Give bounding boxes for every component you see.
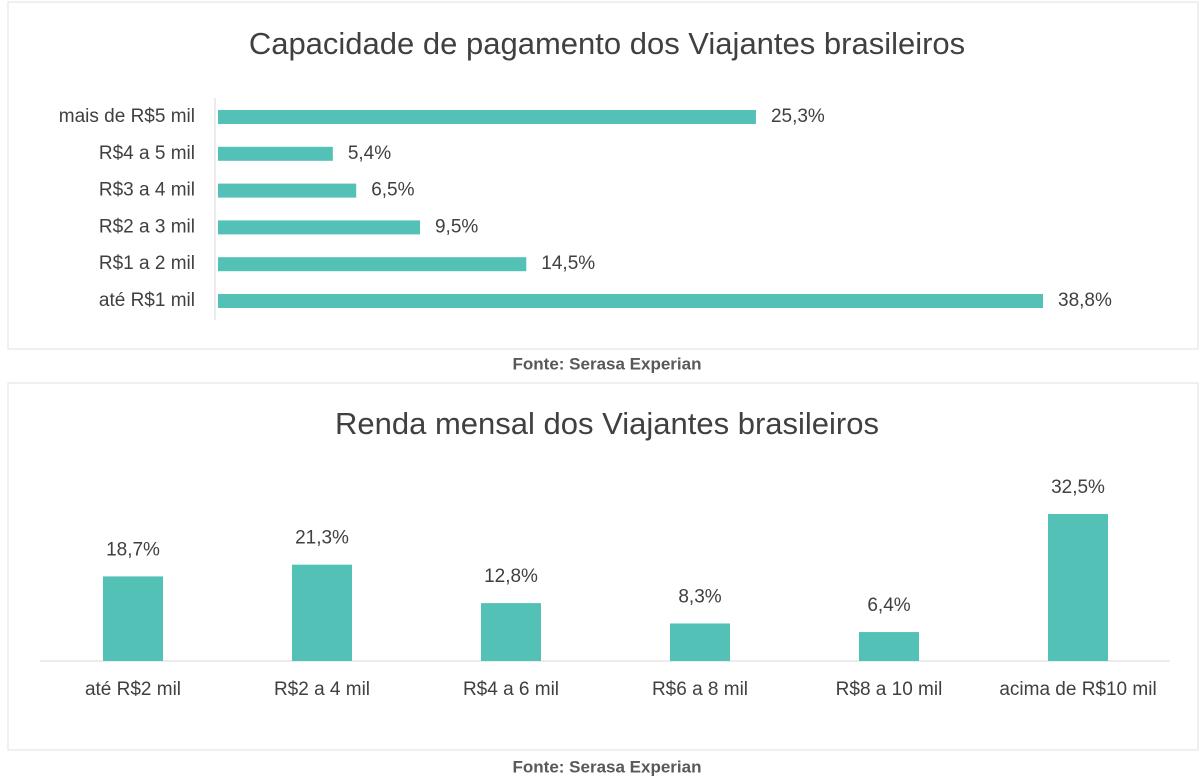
source: Fonte: Serasa Experian xyxy=(513,757,702,776)
data-label: 18,7% xyxy=(106,539,160,560)
chart-title: Renda mensal dos Viajantes brasileiros xyxy=(335,406,879,441)
x-tick-label: R$6 a 8 mil xyxy=(651,679,749,700)
y-tick-label: R$1 a 2 mil xyxy=(99,253,195,274)
bar xyxy=(218,294,1043,308)
data-label: 38,8% xyxy=(1058,290,1112,311)
x-tick-label: R$4 a 6 mil xyxy=(462,679,560,700)
data-label: 32,5% xyxy=(1051,477,1105,498)
bar xyxy=(859,632,919,661)
panel xyxy=(7,1,1199,350)
data-label: 9,5% xyxy=(435,216,478,237)
bar xyxy=(1048,514,1108,661)
y-tick-label: mais de R$5 mil xyxy=(59,106,195,127)
x-tick-label: R$2 a 4 mil xyxy=(273,679,371,700)
bar xyxy=(218,183,357,198)
data-label: 21,3% xyxy=(295,528,349,549)
chart-title: Capacidade de pagamento dos Viajantes br… xyxy=(249,26,965,61)
bar xyxy=(481,603,541,661)
data-label: 12,8% xyxy=(484,566,538,587)
y-tick-label: R$2 a 3 mil xyxy=(99,216,195,237)
data-label: 8,3% xyxy=(678,586,721,607)
y-tick-label: R$4 a 5 mil xyxy=(99,143,195,164)
y-tick-label: até R$1 mil xyxy=(99,290,195,311)
y-tick-label: R$3 a 4 mil xyxy=(99,180,195,201)
x-tick-label: acima de R$10 mil xyxy=(999,679,1157,700)
bar xyxy=(292,564,352,661)
bar xyxy=(218,220,420,235)
bar xyxy=(218,257,527,272)
data-label: 5,4% xyxy=(348,143,391,164)
data-label: 6,4% xyxy=(867,595,910,616)
bar xyxy=(670,623,730,661)
panel xyxy=(7,382,1199,751)
data-label: 14,5% xyxy=(541,253,595,274)
data-label: 6,5% xyxy=(371,180,414,201)
bar xyxy=(218,146,333,161)
bar xyxy=(218,110,756,124)
bar xyxy=(103,576,163,661)
source: Fonte: Serasa Experian xyxy=(513,354,702,373)
x-tick-label: R$8 a 10 mil xyxy=(835,679,943,700)
x-tick-label: até R$2 mil xyxy=(84,679,182,700)
data-label: 25,3% xyxy=(771,106,825,127)
